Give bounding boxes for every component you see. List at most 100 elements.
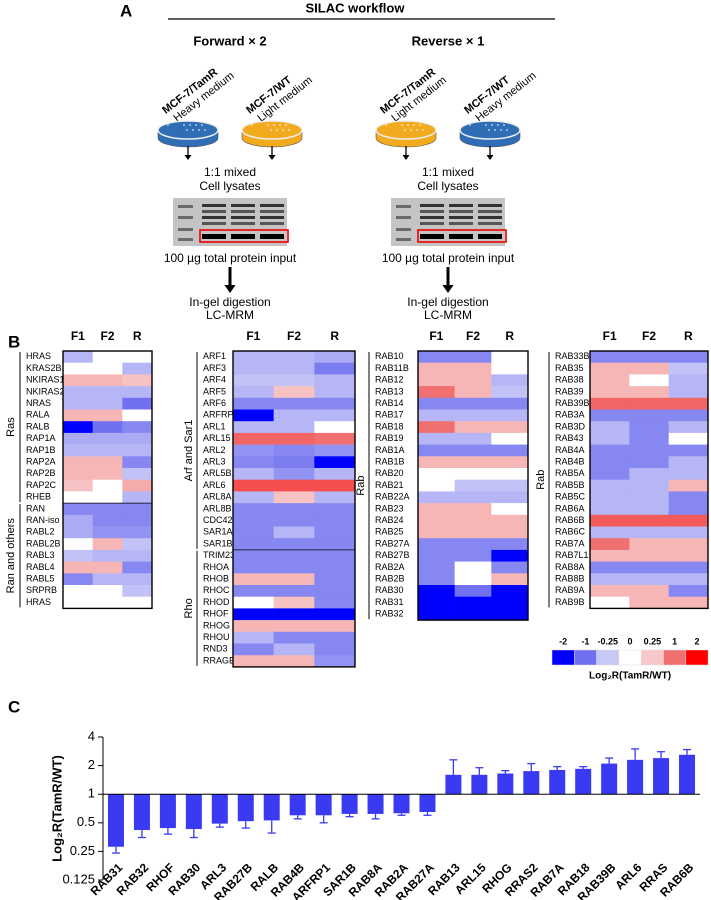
heat-cell: [233, 409, 274, 422]
row-label: RABL2: [26, 527, 55, 537]
row-label: RRAGB: [203, 655, 235, 665]
cell-dot: [385, 124, 387, 126]
cell-dot: [506, 129, 508, 131]
heat-cell: [273, 596, 315, 609]
row-label: RAB19: [375, 433, 404, 443]
bar: [523, 771, 540, 795]
heat-cell: [314, 397, 356, 410]
heat-cell: [273, 444, 315, 457]
row-label: ARL15: [203, 433, 231, 443]
heat-cell: [668, 421, 709, 434]
heat-cell: [314, 549, 356, 562]
heat-cell: [590, 596, 630, 609]
arrow-head: [184, 155, 192, 160]
row-label: RAB2A: [375, 562, 405, 572]
heat-cell: [122, 362, 153, 375]
cell-dot: [192, 129, 194, 131]
heat-cell: [92, 538, 123, 551]
heat-cell: [233, 561, 274, 574]
cell-dot: [288, 129, 290, 131]
cell-dot: [407, 124, 409, 126]
row-label: RABL3: [26, 550, 55, 560]
heat-cell: [668, 432, 709, 445]
heat-cell: [233, 585, 274, 597]
heat-cell: [418, 585, 455, 597]
heat-cell: [233, 503, 274, 516]
row-label: ARL6: [203, 480, 226, 490]
row-label: RAB11B: [375, 363, 409, 373]
gel-band: [420, 210, 444, 213]
colorbar-tick-label: 1: [672, 636, 677, 646]
heat-cell: [454, 409, 492, 422]
group-label: Ras: [5, 417, 17, 437]
heat-cell: [629, 573, 669, 586]
heat-cell: [233, 351, 274, 363]
cell-dot: [410, 129, 412, 131]
cell-dot: [494, 129, 496, 131]
heat-cell: [668, 351, 709, 363]
heat-cell: [122, 573, 153, 586]
heat-cell: [668, 503, 709, 516]
row-label: RAB8A: [555, 562, 585, 572]
heat-cell: [273, 397, 315, 410]
bar: [341, 794, 358, 814]
y-axis-title: Log₂R(TamR/WT): [49, 755, 64, 862]
row-label: ARF6: [203, 398, 226, 408]
arrow-head: [268, 155, 276, 160]
heat-cell: [491, 397, 529, 410]
heat-cell: [63, 491, 93, 504]
heat-cell: [92, 491, 123, 504]
mix-text: Cell lysates: [199, 179, 260, 193]
row-label: RABL5: [26, 574, 55, 584]
group-label: Rab: [535, 470, 547, 490]
heat-cell: [122, 526, 153, 539]
gel-band: [202, 204, 226, 207]
heat-cell: [92, 351, 123, 363]
gel-band: [260, 216, 284, 219]
heat-cell: [122, 538, 153, 551]
heat-cell: [233, 456, 274, 469]
cell-dot: [503, 124, 505, 126]
gel-band: [231, 210, 255, 213]
heat-cell: [668, 549, 709, 562]
heat-cell: [418, 526, 455, 539]
arrow-head: [486, 155, 494, 160]
arrow-head: [402, 155, 410, 160]
heat-cell: [668, 479, 709, 492]
cell-dot: [491, 124, 493, 126]
row-label: RAP1B: [26, 445, 56, 455]
heat-cell: [491, 503, 529, 516]
row-label: ARF1: [203, 351, 226, 361]
row-label: RAB21: [375, 480, 404, 490]
row-label: ARL1: [203, 421, 226, 431]
heat-cell: [273, 526, 315, 539]
heat-cell: [454, 362, 492, 375]
heat-cell: [233, 432, 274, 445]
heat-cell: [454, 386, 492, 399]
colorbar-tick-label: -0.25: [597, 636, 618, 646]
gel-band: [449, 234, 473, 239]
heat-cell: [629, 421, 669, 434]
heat-cell: [92, 432, 123, 445]
heat-cell: [454, 351, 492, 363]
gel-band: [449, 204, 473, 207]
column-header: R: [684, 329, 693, 343]
bar: [211, 794, 228, 824]
heat-cell: [491, 491, 529, 504]
heat-cell: [273, 608, 315, 621]
heat-cell: [454, 596, 492, 609]
row-label: RAB35: [555, 363, 584, 373]
heat-cell: [122, 432, 153, 445]
heat-cell: [629, 362, 669, 375]
cell-dot: [267, 124, 269, 126]
mix-text: Cell lysates: [417, 179, 478, 193]
heat-cell: [491, 351, 529, 363]
column-header: F1: [429, 329, 443, 343]
ladder-band: [396, 238, 411, 241]
workflow-title: SILAC workflow: [306, 0, 406, 15]
gel-band: [260, 234, 284, 239]
heat-cell: [233, 526, 274, 539]
heat-cell: [122, 514, 153, 527]
row-label: RAB5A: [555, 468, 585, 478]
